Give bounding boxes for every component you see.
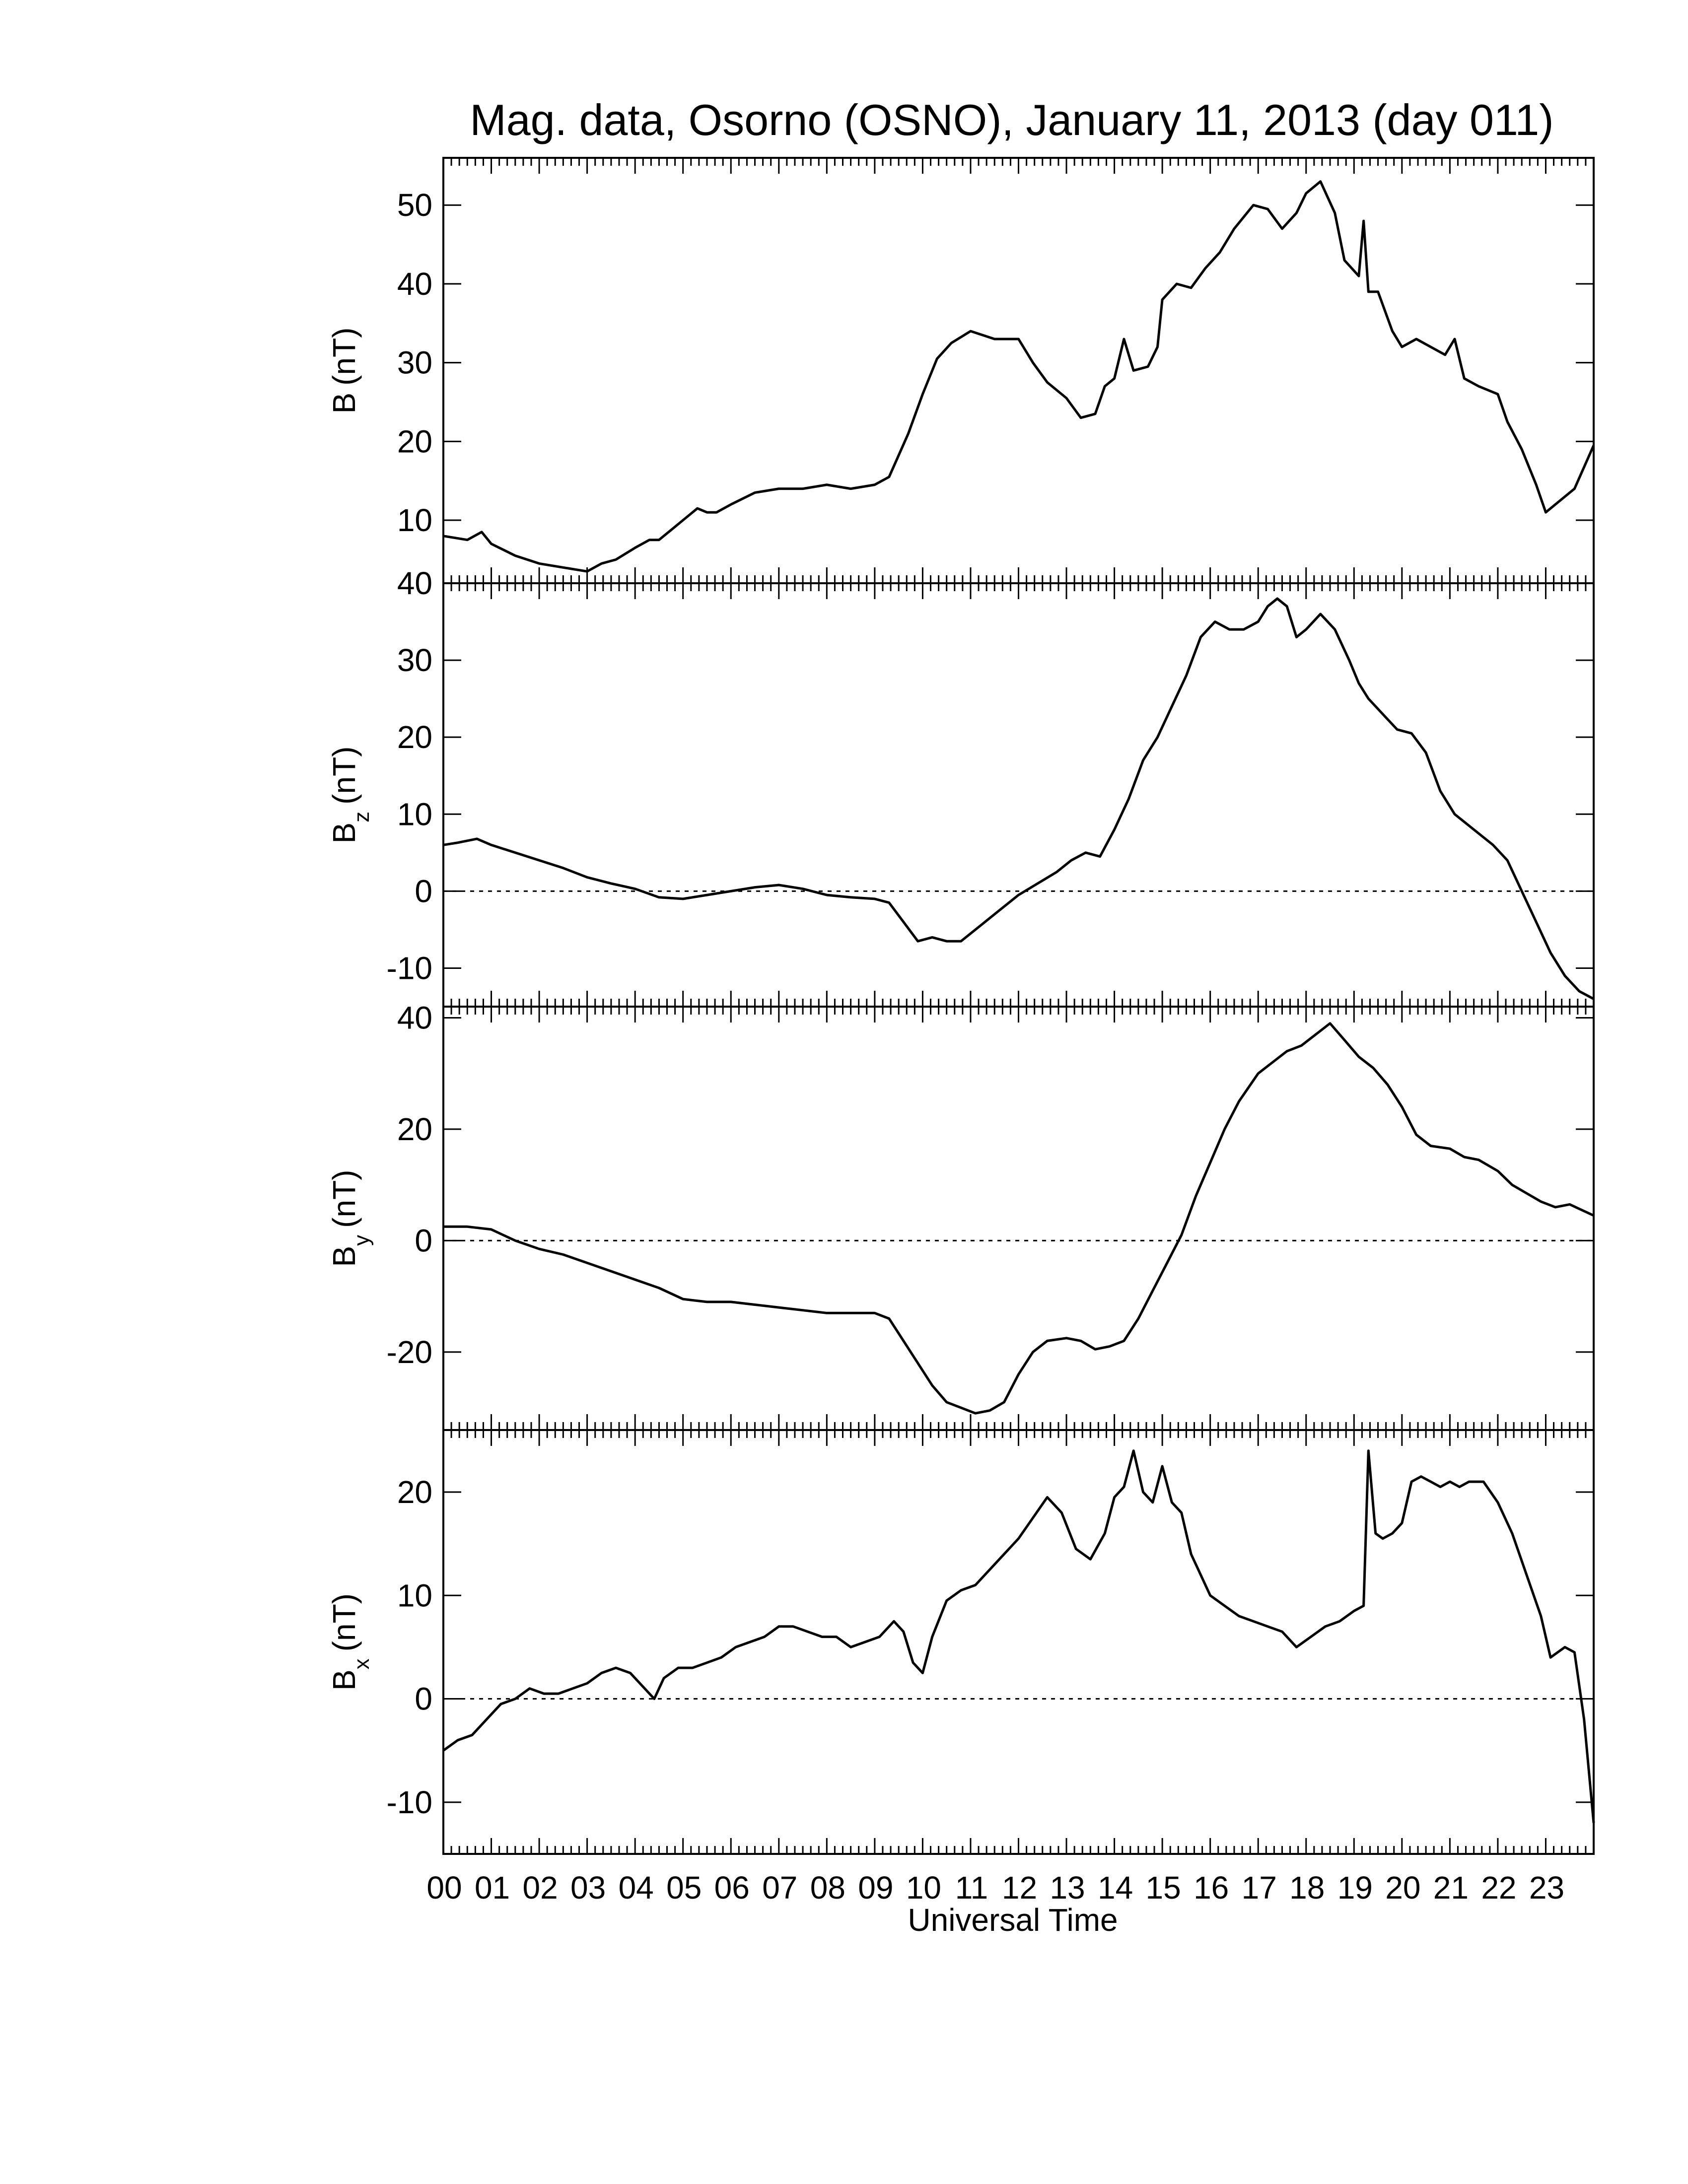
x-tick-label: 02 — [522, 1870, 558, 1906]
x-axis-label: Universal Time — [908, 1902, 1118, 1938]
x-tick-label: 16 — [1194, 1870, 1229, 1906]
panel-frame — [442, 157, 1595, 584]
y-axis-label: Bx (nT) — [326, 1593, 374, 1691]
y-axis-label-main: B — [326, 1246, 362, 1267]
panel-3: -20 0 20 40 By (nT) — [326, 1000, 1595, 1431]
y-tick-label: 40 — [397, 1000, 432, 1035]
panel-frame — [442, 1006, 1595, 1431]
y-tick-label: 10 — [397, 1577, 432, 1613]
series-line-2 — [443, 597, 1595, 1000]
x-tick-label: 11 — [955, 1870, 988, 1906]
x-tick-label: 22 — [1481, 1870, 1516, 1906]
x-tick-label: 09 — [858, 1870, 893, 1906]
y-tick-label: 40 — [397, 266, 432, 302]
y-tick-label: -10 — [387, 950, 433, 986]
y-axis-label-subscript: x — [350, 1658, 374, 1669]
y-tick-label: 30 — [397, 642, 432, 678]
series-line-4 — [442, 1449, 1595, 1823]
chart-title: Mag. data, Osorno (OSNO), January 11, 20… — [470, 95, 1553, 144]
x-tick-label: 07 — [762, 1870, 797, 1906]
y-tick-label: 0 — [415, 1223, 432, 1258]
x-tick-label: 12 — [1002, 1870, 1037, 1906]
x-tick-label: 17 — [1242, 1870, 1277, 1906]
y-tick-label: 10 — [397, 796, 432, 832]
series-line-1 — [443, 180, 1595, 573]
y-axis-label-subscript: z — [350, 812, 374, 822]
y-axis-label: B (nT) — [326, 328, 362, 414]
x-tick-label: 15 — [1146, 1870, 1181, 1906]
x-tick-label: 00 — [426, 1870, 462, 1906]
x-tick-label: 13 — [1050, 1870, 1085, 1906]
y-axis-label-unit: (nT) — [326, 1170, 362, 1228]
x-tick-label: 18 — [1289, 1870, 1325, 1906]
y-tick-label: 0 — [415, 1681, 432, 1717]
y-axis-label-unit: (nT) — [326, 328, 362, 386]
x-tick-label: 01 — [475, 1870, 510, 1906]
y-axis-label-main: B — [326, 393, 362, 414]
y-tick-label: 40 — [397, 565, 432, 601]
y-axis-label-subscript: y — [350, 1235, 374, 1246]
y-tick-label: 20 — [397, 719, 432, 755]
panel-frame — [442, 582, 1595, 1008]
y-axis-label-unit: (nT) — [326, 1593, 362, 1651]
y-axis-label-unit: (nT) — [326, 747, 362, 805]
y-tick-label: 20 — [397, 423, 432, 459]
x-tick-label: 10 — [906, 1870, 941, 1906]
y-tick-label: 50 — [397, 187, 432, 223]
y-tick-label: 20 — [397, 1111, 432, 1147]
panel-1: 10 20 30 40 50 B (nT) — [326, 157, 1595, 584]
y-axis-label-main: B — [326, 1669, 362, 1691]
x-tick-label: 20 — [1385, 1870, 1420, 1906]
x-tick-label: 04 — [619, 1870, 654, 1906]
y-axis-label-main: B — [326, 822, 362, 844]
x-tick-label: 23 — [1529, 1870, 1564, 1906]
y-axis-label: By (nT) — [326, 1170, 374, 1267]
y-tick-label: 0 — [415, 873, 432, 909]
panel-4: -10 0 10 20 Bx (nT) 00 01 02 03 04 05 06 07 08 09 10 11 12… — [326, 1429, 1595, 1906]
y-axis-label: Bz (nT) — [326, 747, 374, 844]
x-tick-label: 06 — [714, 1870, 750, 1906]
panel-2: -10 0 10 20 30 40 Bz (nT) — [326, 565, 1595, 1008]
series-line-3 — [443, 1022, 1595, 1415]
y-tick-label: 10 — [397, 502, 432, 538]
y-tick-label: -20 — [387, 1334, 433, 1370]
y-tick-label: 30 — [397, 345, 432, 381]
panel-frame — [442, 1429, 1595, 1855]
x-tick-label: 19 — [1337, 1870, 1373, 1906]
x-tick-label: 05 — [666, 1870, 702, 1906]
y-tick-label: -10 — [387, 1784, 433, 1820]
x-tick-label: 08 — [810, 1870, 845, 1906]
x-tick-label: 03 — [570, 1870, 606, 1906]
y-tick-label: 20 — [397, 1474, 432, 1510]
panels: 1020304050B(nT)-10010203040Bz(nT)-200204… — [326, 157, 1595, 1906]
x-tick-label: 21 — [1433, 1870, 1469, 1906]
x-tick-label: 14 — [1098, 1870, 1133, 1906]
